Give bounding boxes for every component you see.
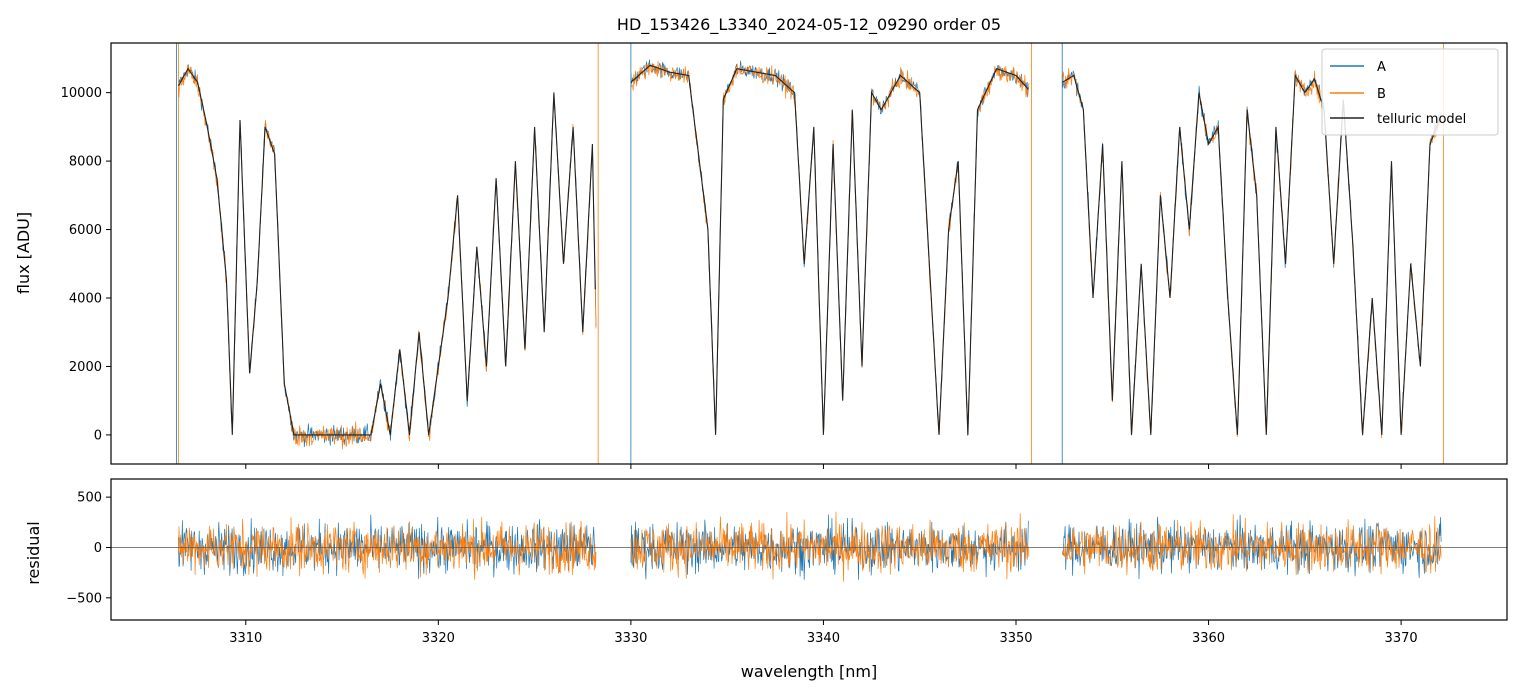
x-tick-label: 3340 — [807, 631, 840, 646]
flux-panel: 0 2000 4000 6000 8000 10000 flux [ADU] — [14, 42, 1508, 469]
x-axis-label: wavelength [nm] — [741, 662, 878, 681]
legend-label-model: telluric model — [1377, 112, 1466, 127]
series-b-flux-line — [178, 61, 1442, 450]
x-tick-label: 3320 — [422, 631, 455, 646]
x-tick-label: 3330 — [614, 631, 647, 646]
residual-y-label: residual — [24, 521, 43, 584]
residual-panel: −500 0 500 3310 3320 3330 3340 3350 3360 3370 re… — [24, 478, 1508, 681]
legend-label-b: B — [1377, 87, 1386, 102]
series-a-flux-line — [178, 59, 1442, 448]
x-tick-label: 3350 — [999, 631, 1032, 646]
flux-y-label: flux [ADU] — [14, 212, 33, 294]
flux-y-tick-label: 6000 — [69, 223, 102, 238]
legend: A B telluric model — [1321, 48, 1499, 136]
flux-y-tick-label: 2000 — [69, 360, 102, 375]
flux-y-tick-label: 8000 — [69, 155, 102, 170]
telluric-model-line — [177, 64, 1442, 436]
legend-label-a: A — [1377, 60, 1386, 75]
x-tick-label: 3360 — [1192, 631, 1225, 646]
residual-y-tick-label: 500 — [77, 491, 102, 506]
series-b-residual-line — [178, 511, 1442, 582]
residual-y-tick-label: −500 — [66, 591, 102, 606]
flux-panel-frame — [110, 42, 1508, 465]
residual-y-tick-label: 0 — [94, 541, 102, 556]
residual-panel-frame — [110, 478, 1508, 621]
x-tick-label: 3370 — [1385, 631, 1418, 646]
flux-y-tick-label: 10000 — [61, 86, 102, 101]
legend-box — [1321, 48, 1499, 136]
chart-title: HD_153426_L3340_2024-05-12_09290 order 0… — [617, 15, 1001, 35]
flux-y-tick-label: 4000 — [69, 291, 102, 306]
flux-y-tick-label: 0 — [94, 428, 102, 443]
x-tick-label: 3310 — [229, 631, 262, 646]
